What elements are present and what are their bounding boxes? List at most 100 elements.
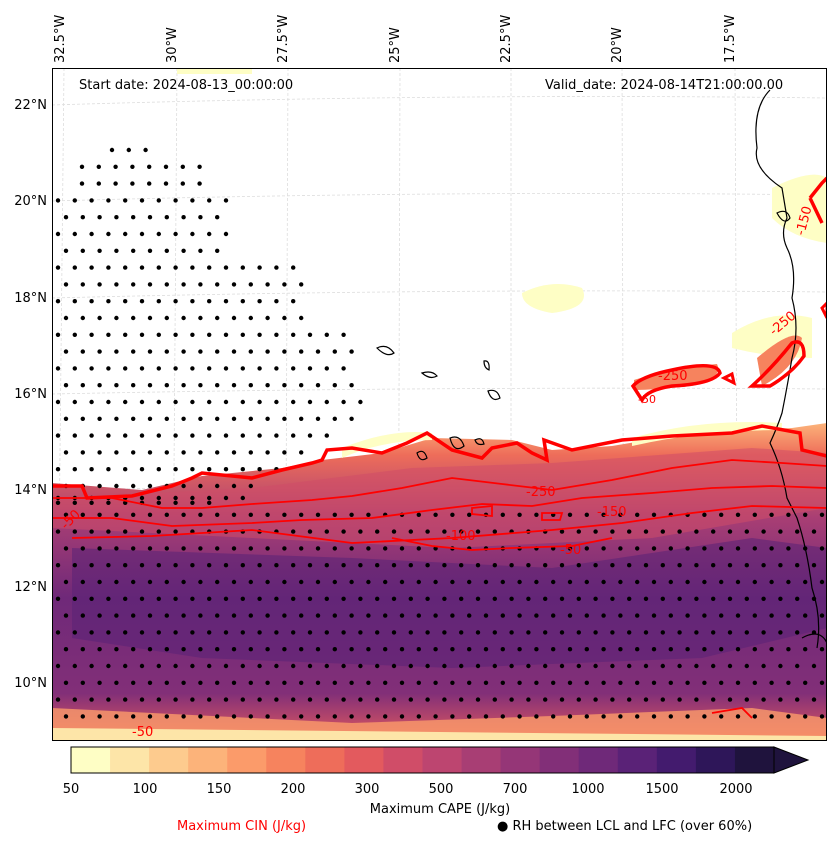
rh-dot (248, 647, 253, 652)
rh-dot (180, 181, 185, 186)
rh-dot (475, 697, 481, 702)
rh-dot (72, 500, 77, 505)
rh-dot (163, 181, 169, 186)
rh-dot (291, 663, 296, 669)
rh-dot (181, 512, 186, 517)
cin-label-50-south: -50 (132, 725, 153, 740)
rh-dot (274, 366, 279, 371)
rh-dot (526, 596, 531, 601)
lon-label-17-5w: 17.5°W (723, 14, 738, 63)
rh-dot (526, 563, 531, 568)
rh-dot (131, 546, 136, 551)
rh-dot (207, 495, 212, 501)
rh-dot (181, 248, 186, 253)
rh-dot (324, 697, 329, 702)
rh-dot (752, 579, 757, 585)
rh-dot (677, 563, 682, 568)
rh-dot (63, 215, 69, 220)
rh-dot (63, 349, 69, 354)
rh-dot (164, 546, 169, 551)
rh-dot (735, 613, 741, 618)
rh-dot (164, 714, 169, 719)
rh-dot (173, 563, 178, 568)
rh-dot (761, 663, 766, 669)
rh-dot (139, 529, 145, 534)
rh-dot (307, 563, 313, 568)
rh-dot (97, 383, 102, 388)
rh-dot (601, 512, 606, 517)
rh-dot (299, 315, 304, 321)
rh-dot (299, 416, 304, 421)
rh-dot (711, 563, 716, 568)
rh-dot (223, 630, 229, 635)
rh-dot (375, 663, 380, 669)
rh-dot (240, 399, 245, 405)
rh-dot (223, 663, 229, 669)
rh-dot (299, 647, 304, 652)
rh-dot (442, 697, 447, 702)
rh-dot (106, 332, 111, 337)
rh-dot (677, 630, 682, 635)
rh-dot (769, 579, 774, 585)
rh-dot (383, 647, 388, 652)
rh-dot (265, 315, 270, 321)
rh-dot (79, 164, 85, 169)
rh-dot (265, 613, 270, 618)
rh-dot (223, 332, 229, 337)
rh-dot (500, 680, 505, 685)
rh-dot (299, 546, 304, 551)
rh-dot (795, 563, 800, 568)
rh-dot (207, 265, 212, 270)
rh-dot (752, 512, 757, 517)
cb-tick-300: 300 (354, 782, 380, 797)
rh-dot (89, 332, 94, 337)
rh-dot (240, 366, 245, 371)
rh-dot (198, 282, 203, 287)
rh-dot (475, 563, 481, 568)
rh-dot (63, 546, 69, 551)
rh-dot (383, 714, 388, 719)
rh-dot (139, 630, 145, 635)
rh-dot (795, 596, 800, 601)
rh-dot (96, 164, 101, 169)
rh-dot (156, 663, 161, 669)
rh-dot (114, 714, 119, 719)
rh-dot (425, 663, 430, 669)
rh-dot (324, 399, 329, 405)
rh-dot (551, 680, 556, 685)
rh-dot (131, 349, 136, 354)
rh-dot (190, 563, 195, 568)
rh-dot (795, 663, 800, 669)
rh-dot (55, 630, 61, 635)
rh-dot (274, 332, 279, 337)
rh-dot (752, 613, 757, 618)
rh-dot (231, 546, 237, 551)
rh-dot (89, 366, 94, 371)
rh-dot (399, 714, 405, 719)
rh-dot (231, 647, 237, 652)
rh-dot (265, 450, 270, 455)
colorbar-segment (500, 747, 541, 773)
rh-dot (786, 512, 791, 517)
rh-dot (181, 680, 186, 685)
rh-dot (215, 714, 220, 719)
rh-dot (677, 663, 682, 669)
rh-dot (744, 529, 749, 534)
rh-stipple-south (55, 495, 825, 719)
rh-dot (584, 546, 589, 551)
rh-dot (147, 579, 153, 585)
rh-dot (190, 231, 195, 237)
rh-dot (72, 563, 77, 568)
rh-dot (408, 663, 413, 669)
rh-dot (467, 579, 472, 585)
rh-dot (197, 181, 202, 186)
rh-dot (274, 596, 279, 601)
rh-dot (231, 416, 237, 421)
cb-tick-100: 100 (132, 782, 158, 797)
cb-tick-500: 500 (428, 782, 454, 797)
rh-dot (349, 416, 354, 421)
rh-dot-icon: ● (497, 819, 509, 834)
cin-label-50: -50 (560, 543, 581, 558)
rh-dot (660, 563, 665, 568)
rh-legend-label: RH between LCL and LFC (over 60%) (512, 819, 753, 834)
